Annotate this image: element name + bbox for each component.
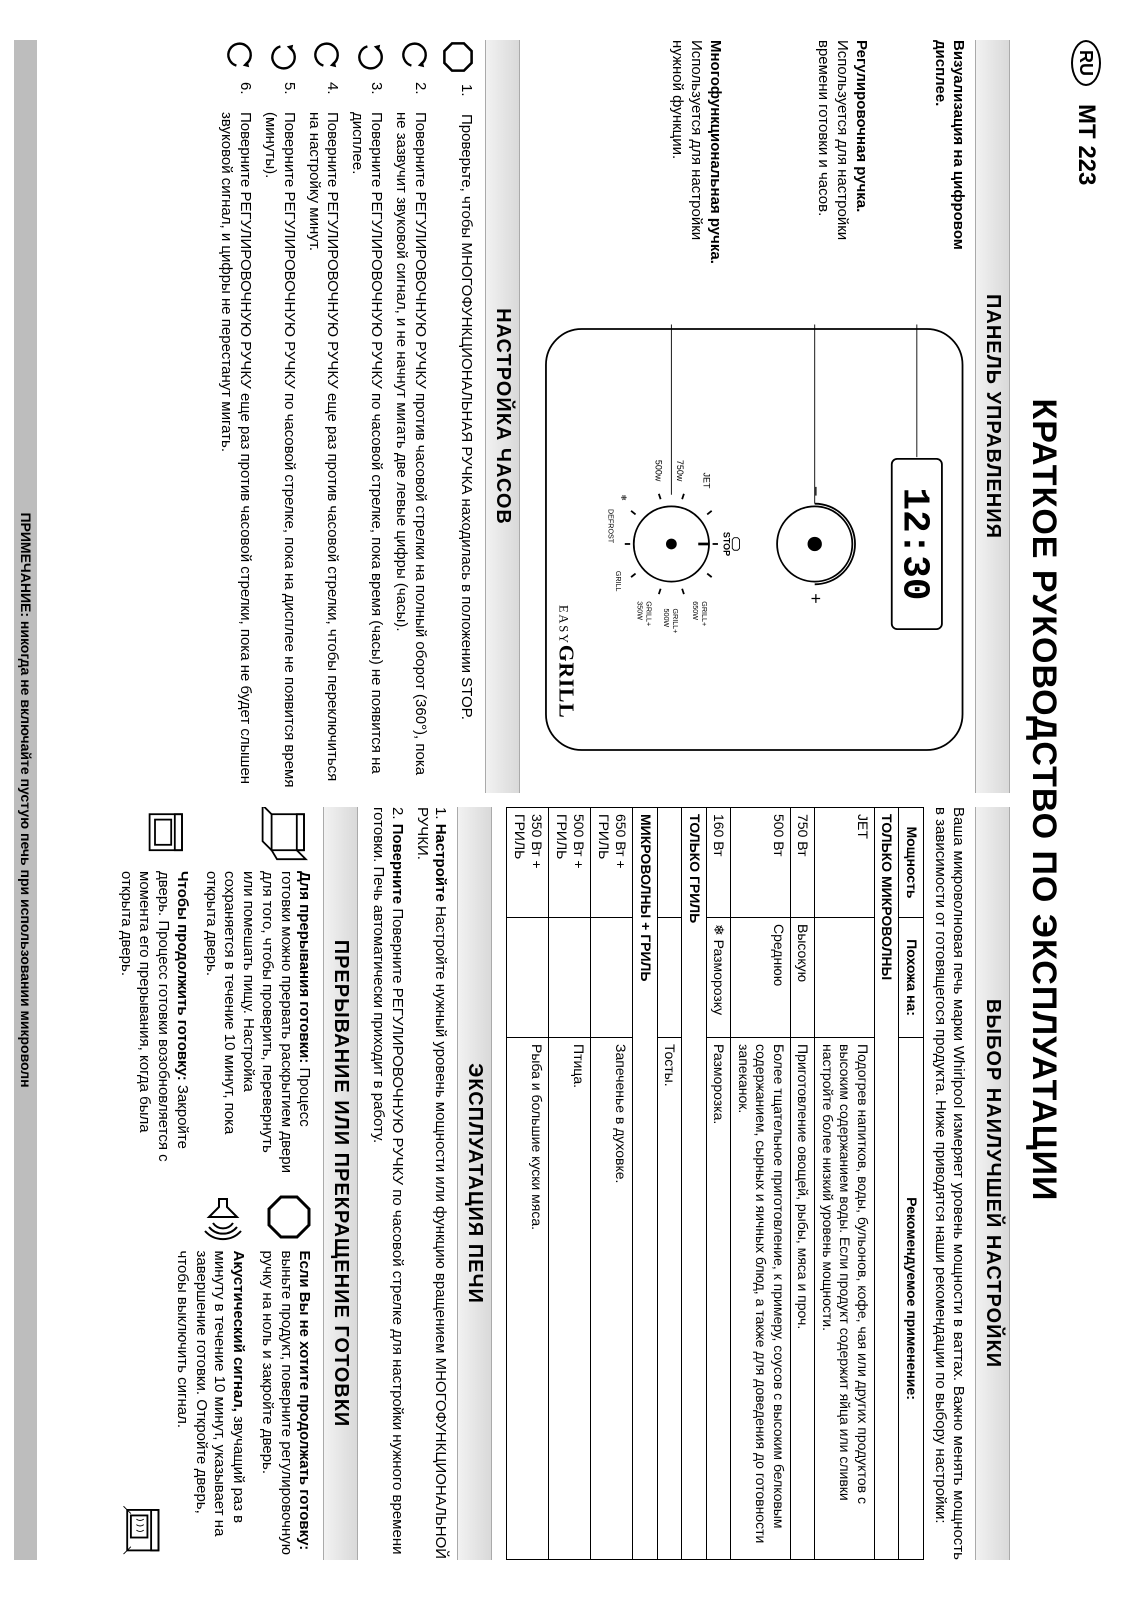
svg-text:500W: 500W	[663, 608, 671, 627]
control-panel-illustration: 12:30 − +	[532, 286, 968, 793]
svg-text:650W: 650W	[691, 601, 699, 620]
svg-text:350W: 350W	[636, 601, 644, 620]
svg-text:STOP: STOP	[722, 532, 732, 556]
arrow-ccw-icon	[304, 40, 342, 72]
clock-heading: НАСТРОЙКА ЧАСОВ	[485, 40, 520, 793]
oven-open-icon	[260, 807, 314, 861]
svg-text:−: −	[807, 486, 827, 496]
adj-knob-text: Используется для настройки времени готов…	[814, 40, 852, 270]
page-title: КРАТКОЕ РУКОВОДСТВО ПО ЭКСПЛУАТАЦИИ	[1023, 40, 1066, 1560]
svg-text:500w: 500w	[654, 460, 664, 482]
display-label: Визуализация на цифровом дисплее.	[930, 40, 968, 270]
svg-text:JET: JET	[702, 473, 712, 489]
stop-icon	[266, 1193, 314, 1241]
adj-knob-label: Регулировочная ручка.	[851, 40, 870, 270]
stop-icon	[435, 40, 475, 74]
pause-right1: выньте продукт, поверните регулировочную…	[259, 1251, 295, 1556]
best-intro: Ваша микроволновая печь марки Whirlpool …	[930, 807, 968, 1560]
svg-text:❄: ❄	[620, 494, 629, 501]
svg-text:+: +	[807, 593, 827, 603]
arrow-cw-icon	[260, 40, 298, 72]
oven-tiny-icon	[113, 1193, 165, 1561]
multi-knob-text: Используется для настройки нужной функци…	[668, 40, 706, 270]
oven-closed-icon	[137, 807, 191, 861]
sound-icon	[199, 1193, 247, 1241]
operation-steps: 1. Настройте Настройте нужный уровень мо…	[369, 807, 450, 1560]
svg-text:GRILL+: GRILL+	[645, 601, 653, 626]
panel-heading: ПАНЕЛЬ УПРАВЛЕНИЯ	[976, 40, 1011, 793]
svg-text:GRILL+: GRILL+	[700, 601, 708, 626]
best-heading: ВЫБОР НАИЛУЧШЕЙ НАСТРОЙКИ	[976, 807, 1011, 1560]
pause-heading: ПРЕРЫВАНИЕ ИЛИ ПРЕКРАЩЕНИЕ ГОТОВКИ	[324, 807, 359, 1560]
arrow-ccw-icon	[391, 40, 429, 72]
language-badge: RU	[1071, 40, 1101, 86]
arrow-ccw-icon	[216, 40, 254, 72]
svg-text:GRILL+: GRILL+	[672, 608, 680, 633]
svg-text:GRILL: GRILL	[614, 571, 622, 592]
warning-note: ПРИМЕЧАНИЕ: никогда не включайте пустую …	[14, 40, 38, 1560]
pause-right2-bold: Акустический сигнал,	[230, 1251, 247, 1412]
pause-left2-bold: Чтобы продолжить готовку:	[174, 871, 191, 1081]
arrow-cw-icon	[348, 40, 386, 72]
model-number: MT 223	[1071, 104, 1101, 185]
svg-text:750w: 750w	[675, 460, 685, 482]
svg-text:EASYGRILL: EASYGRILL	[555, 605, 579, 719]
display-digits: 12:30	[893, 488, 935, 601]
clock-steps: 1. Проверьте, чтобы МНОГОФУНКЦИОНАЛЬНАЯ …	[216, 40, 475, 793]
operation-heading: ЭКСПЛУАТАЦИЯ ПЕЧИ	[458, 807, 493, 1560]
multi-knob-label: Многофункциональная ручка.	[705, 40, 724, 270]
pause-right1-bold: Если Вы не хотите продолжать готовку:	[297, 1251, 314, 1551]
svg-text:DEFROST: DEFROST	[607, 509, 615, 544]
pause-left1-bold: Для прерывания готовки:	[297, 871, 314, 1063]
power-table: Мощность Похожа на: Рекомендуемое примен…	[507, 807, 925, 1560]
